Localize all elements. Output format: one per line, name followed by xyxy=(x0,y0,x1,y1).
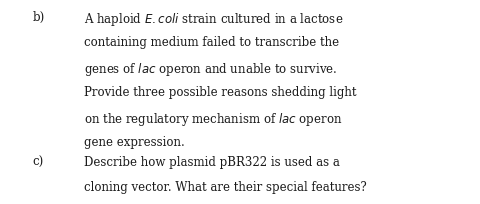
Text: gene expression.: gene expression. xyxy=(84,136,185,149)
Text: containing medium failed to transcribe the: containing medium failed to transcribe t… xyxy=(84,36,339,49)
Text: Provide three possible reasons shedding light: Provide three possible reasons shedding … xyxy=(84,86,357,99)
Text: c): c) xyxy=(33,156,44,169)
Text: b): b) xyxy=(33,11,45,24)
Text: cloning vector. What are their special features?: cloning vector. What are their special f… xyxy=(84,181,367,194)
Text: Describe how plasmid pBR322 is used as a: Describe how plasmid pBR322 is used as a xyxy=(84,156,340,169)
Text: on the regulatory mechanism of $\it{lac}$ operon: on the regulatory mechanism of $\it{lac}… xyxy=(84,111,342,128)
Text: A haploid $\it{E. coli}$ strain cultured in a lactose: A haploid $\it{E. coli}$ strain cultured… xyxy=(84,11,343,28)
Text: genes of $\it{lac}$ operon and unable to survive.: genes of $\it{lac}$ operon and unable to… xyxy=(84,61,337,78)
